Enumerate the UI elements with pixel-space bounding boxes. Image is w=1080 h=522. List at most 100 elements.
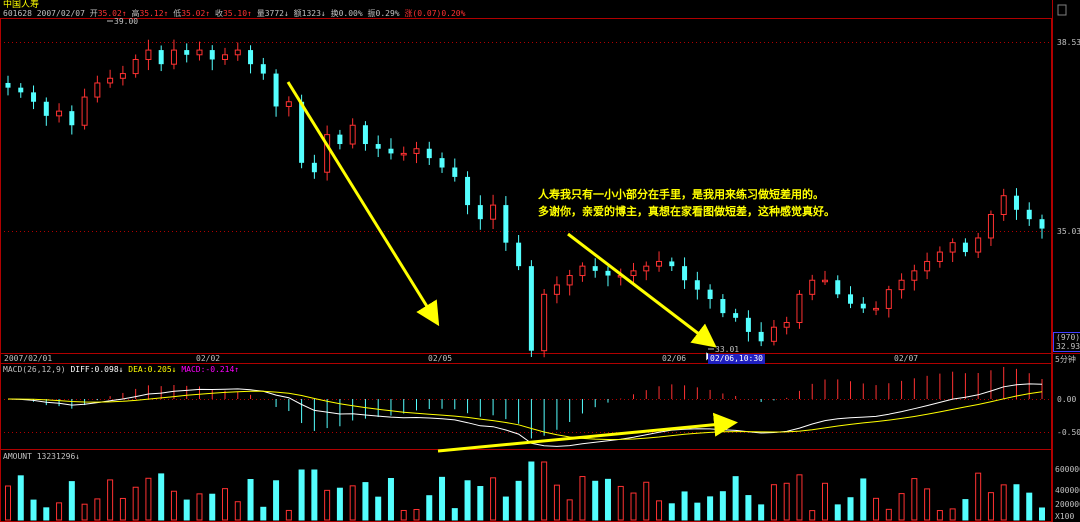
x-tick-0206: 02/06 — [662, 354, 687, 363]
candle-up — [349, 124, 356, 145]
amount-bar — [285, 509, 292, 521]
amount-bar — [68, 481, 75, 521]
x-tick-0202: 02/02 — [196, 354, 221, 363]
candle-up — [1000, 195, 1007, 215]
macd-value: -0.214 — [205, 365, 235, 374]
amount-bar — [770, 484, 777, 521]
candle-down — [516, 242, 522, 267]
candle-up — [796, 293, 803, 324]
candle-down — [1039, 219, 1045, 229]
amount-bar — [426, 495, 433, 521]
amplitude-label: 振 — [367, 9, 376, 18]
amount-bar — [592, 480, 599, 521]
amount-bar — [911, 478, 918, 521]
amount-bar — [464, 480, 471, 521]
amount-bar — [936, 510, 943, 521]
amount-header: AMOUNT 13231296↓ — [3, 452, 81, 461]
stock-name: 中国人寿 — [3, 0, 40, 10]
min-label: 33.01 — [715, 345, 739, 354]
candle-up — [579, 265, 586, 277]
scroll-box[interactable] — [1057, 4, 1067, 16]
macd-header: MACD(26,12,9) DIFF:0.098↓ DEA:0.205↓ MAC… — [3, 365, 240, 374]
amount-bar — [873, 497, 880, 521]
candle-down — [605, 270, 611, 276]
candle-up — [56, 110, 63, 117]
x-tick-0207: 02/07 — [894, 354, 919, 363]
candle-up — [541, 293, 548, 352]
candle-up — [783, 322, 790, 328]
amplitude-value: 0.29% — [375, 9, 400, 18]
candle-down — [375, 144, 381, 149]
candle-up — [821, 279, 828, 283]
candle-down — [860, 303, 866, 309]
candle-down — [439, 158, 445, 168]
candle-down — [209, 50, 215, 60]
amount-bar — [732, 476, 739, 521]
volume-label: 量 — [256, 9, 265, 18]
amount-bar — [821, 482, 828, 521]
amount-title: AMOUNT — [3, 452, 32, 461]
candle-up — [81, 96, 88, 126]
candle-down — [720, 299, 726, 314]
candle-down — [528, 266, 534, 351]
candle-up — [413, 148, 420, 154]
candle-up — [630, 270, 637, 277]
candle-down — [362, 125, 368, 145]
amount-bar — [17, 475, 24, 521]
candle-down — [758, 331, 764, 342]
amount-bar — [158, 473, 165, 521]
candle-up — [107, 77, 114, 84]
macd-title: MACD(26,12,9) — [3, 365, 66, 374]
amount-label: 额 — [293, 9, 302, 18]
candle-down — [337, 134, 343, 145]
candle-down — [1026, 209, 1032, 220]
amount-bar — [43, 507, 50, 521]
candle-down — [745, 317, 751, 332]
amount-bar — [119, 497, 126, 521]
amount-bar — [413, 509, 420, 521]
turnover-value: 0.00% — [338, 9, 363, 18]
candle-up — [553, 284, 560, 295]
amount-bar — [885, 508, 892, 521]
open-value: 35.02 — [97, 9, 122, 18]
candle-up — [324, 134, 331, 173]
candle-up — [936, 251, 943, 262]
amount-bar — [681, 491, 688, 521]
candle-down — [465, 176, 471, 206]
candle-down — [669, 261, 675, 267]
macd-histogram — [20, 366, 1043, 439]
quote-line: 601628 2007/02/07 开35.02↑ 高35.12↑ 低35.02… — [3, 9, 466, 18]
amount-bar — [694, 502, 701, 521]
amount-bar — [834, 504, 841, 521]
amount-bar — [617, 485, 624, 521]
chart-border — [0, 18, 1052, 522]
candle-up — [132, 58, 139, 75]
amount-bar — [668, 503, 675, 521]
amount-tick-600k: 600000 — [1055, 465, 1080, 474]
amount-bar — [643, 481, 650, 521]
amount-bar — [30, 499, 37, 521]
amount-bar — [987, 492, 994, 521]
candles-layer — [5, 39, 1045, 358]
high-label: 高 — [131, 9, 140, 18]
amount-bar — [273, 480, 280, 521]
candle-down — [477, 205, 483, 220]
change-label: 涨 — [404, 9, 413, 18]
amount-bar — [847, 497, 854, 521]
period-label[interactable]: 5分钟 — [1055, 355, 1076, 364]
turnover-label: 换 — [330, 9, 339, 18]
amount-bar — [898, 493, 905, 521]
macd-tick-neg: -0.50 — [1057, 428, 1080, 437]
x-tick-0201: 2007/02/01 — [4, 354, 53, 363]
x-tick-0205: 02/05 — [428, 354, 453, 363]
low-value: 35.02 — [181, 9, 206, 18]
candle-up — [490, 204, 497, 220]
amount-bar — [541, 461, 548, 521]
amount-bar — [566, 499, 573, 521]
amount-bar — [209, 493, 216, 521]
amount-total: 13231296 — [36, 452, 76, 461]
candle-down — [248, 50, 254, 65]
amount-bar — [924, 488, 931, 521]
change-value: (0.07)0.20% — [412, 9, 466, 18]
